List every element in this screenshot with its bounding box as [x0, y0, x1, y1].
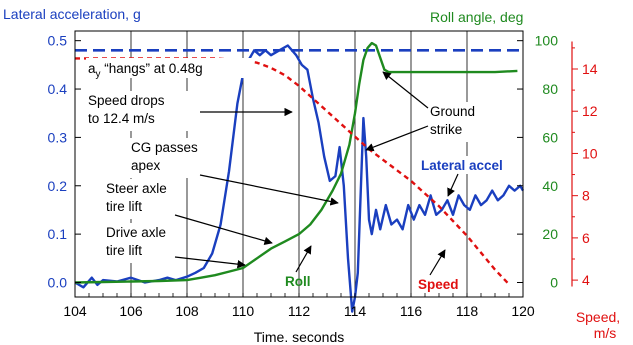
roll-tick-label-0: 0 — [550, 274, 558, 290]
speed-label-arrow — [429, 249, 446, 276]
lateral-accel-label-arrow — [447, 173, 459, 197]
left-tick-label-0.5: 0.5 — [48, 33, 68, 49]
left-tick-label-0.4: 0.4 — [48, 81, 68, 97]
annotation-bg-ground_strike — [426, 102, 486, 142]
annotation-ground_strike-line2: strike — [430, 122, 462, 137]
series-label-roll: Roll — [285, 274, 311, 289]
annotation-bg-speed_drops — [86, 91, 204, 131]
speed-tick-label-14: 14 — [582, 61, 598, 77]
annotation-steer_axle-line1: Steer axle — [106, 181, 167, 196]
speed-axis-label-line2: m/s — [594, 325, 617, 341]
roll-tick-label-20: 20 — [542, 226, 558, 242]
labels-layer: Time. seconds Lateral acceleration, g Roll… — [3, 6, 620, 345]
lateral-accel-label-bg — [419, 156, 517, 174]
x-tick-label-116: 116 — [400, 303, 423, 319]
series-label-lateral-accel: Lateral accel — [421, 158, 503, 173]
x-tick-label-118: 118 — [456, 303, 479, 319]
annotation-arrow-ground_strike-0 — [382, 71, 429, 109]
roll-tick-label-40: 40 — [542, 178, 558, 194]
annotation-speed_drops-line2: to 12.4 m/s — [88, 111, 155, 126]
annotation-drive_axle-line2: tire lift — [106, 243, 142, 258]
x-tick-label-110: 110 — [232, 303, 255, 319]
annotation-ground_strike-line1: Ground — [430, 104, 475, 119]
roll-tick-label-60: 60 — [542, 129, 558, 145]
series-line-lateral-accel — [74, 44, 525, 313]
annotation-steer_axle-line2: tire lift — [106, 199, 142, 214]
roll-axis-label: Roll angle, deg — [430, 9, 523, 25]
x-axis-label: Time. seconds — [254, 329, 345, 345]
left-tick-label-0.2: 0.2 — [48, 178, 68, 194]
series-line-roll — [74, 41, 518, 284]
annotation-bg-steer_axle — [104, 179, 184, 219]
speed-tick-label-8: 8 — [582, 188, 590, 204]
speed-axis-label-line1: Speed, — [576, 309, 620, 325]
x-tick-label-112: 112 — [288, 303, 311, 319]
annotation-arrow-cg_apex-0 — [199, 174, 339, 206]
reference-line-label: ay “hangs” at 0.48g — [88, 61, 203, 80]
x-tick-label-114: 114 — [344, 303, 367, 319]
annotation-bg-cg_apex — [129, 138, 215, 178]
ticks-layer: 104 106 108 110 112 114 116 118 1200.00.10.20.30… — [48, 33, 598, 319]
roll-tick-label-80: 80 — [542, 81, 558, 97]
annotation-bg-drive_axle — [104, 223, 186, 263]
speed-tick-label-6: 6 — [582, 230, 590, 246]
series-label-speed: Speed — [418, 277, 459, 292]
speed-tick-label-4: 4 — [582, 272, 590, 288]
speed-tick-label-10: 10 — [582, 145, 598, 161]
x-tick-label-104: 104 — [63, 303, 87, 319]
roll-label-arrow — [295, 245, 312, 273]
annotation-arrow-drive_axle-0 — [174, 256, 246, 269]
reference-label-bg — [86, 58, 254, 78]
annotation-arrow-ground_strike-1 — [365, 125, 429, 152]
annotation-cg_apex-line1: CG passes — [131, 140, 198, 155]
speed-tick-label-12: 12 — [582, 103, 598, 119]
annotation-cg_apex-line2: apex — [131, 158, 161, 173]
annotation-drive_axle-line1: Drive axle — [106, 225, 166, 240]
x-tick-label-120: 120 — [511, 303, 535, 319]
x-tick-label-108: 108 — [175, 303, 199, 319]
roll-tick-label-100: 100 — [535, 33, 559, 49]
left-tick-label-0.0: 0.0 — [48, 274, 68, 290]
x-tick-label-106: 106 — [119, 303, 143, 319]
annotation-layer: ay “hangs” at 0.48g Speed drops to 12.4 m/… — [86, 58, 517, 292]
left-tick-label-0.1: 0.1 — [48, 226, 68, 242]
annotation-speed_drops-line1: Speed drops — [88, 93, 165, 108]
left-axis-label: Lateral acceleration, g — [3, 6, 141, 22]
annotation-arrow-steer_axle-0 — [174, 214, 273, 245]
left-tick-label-0.3: 0.3 — [48, 129, 68, 145]
